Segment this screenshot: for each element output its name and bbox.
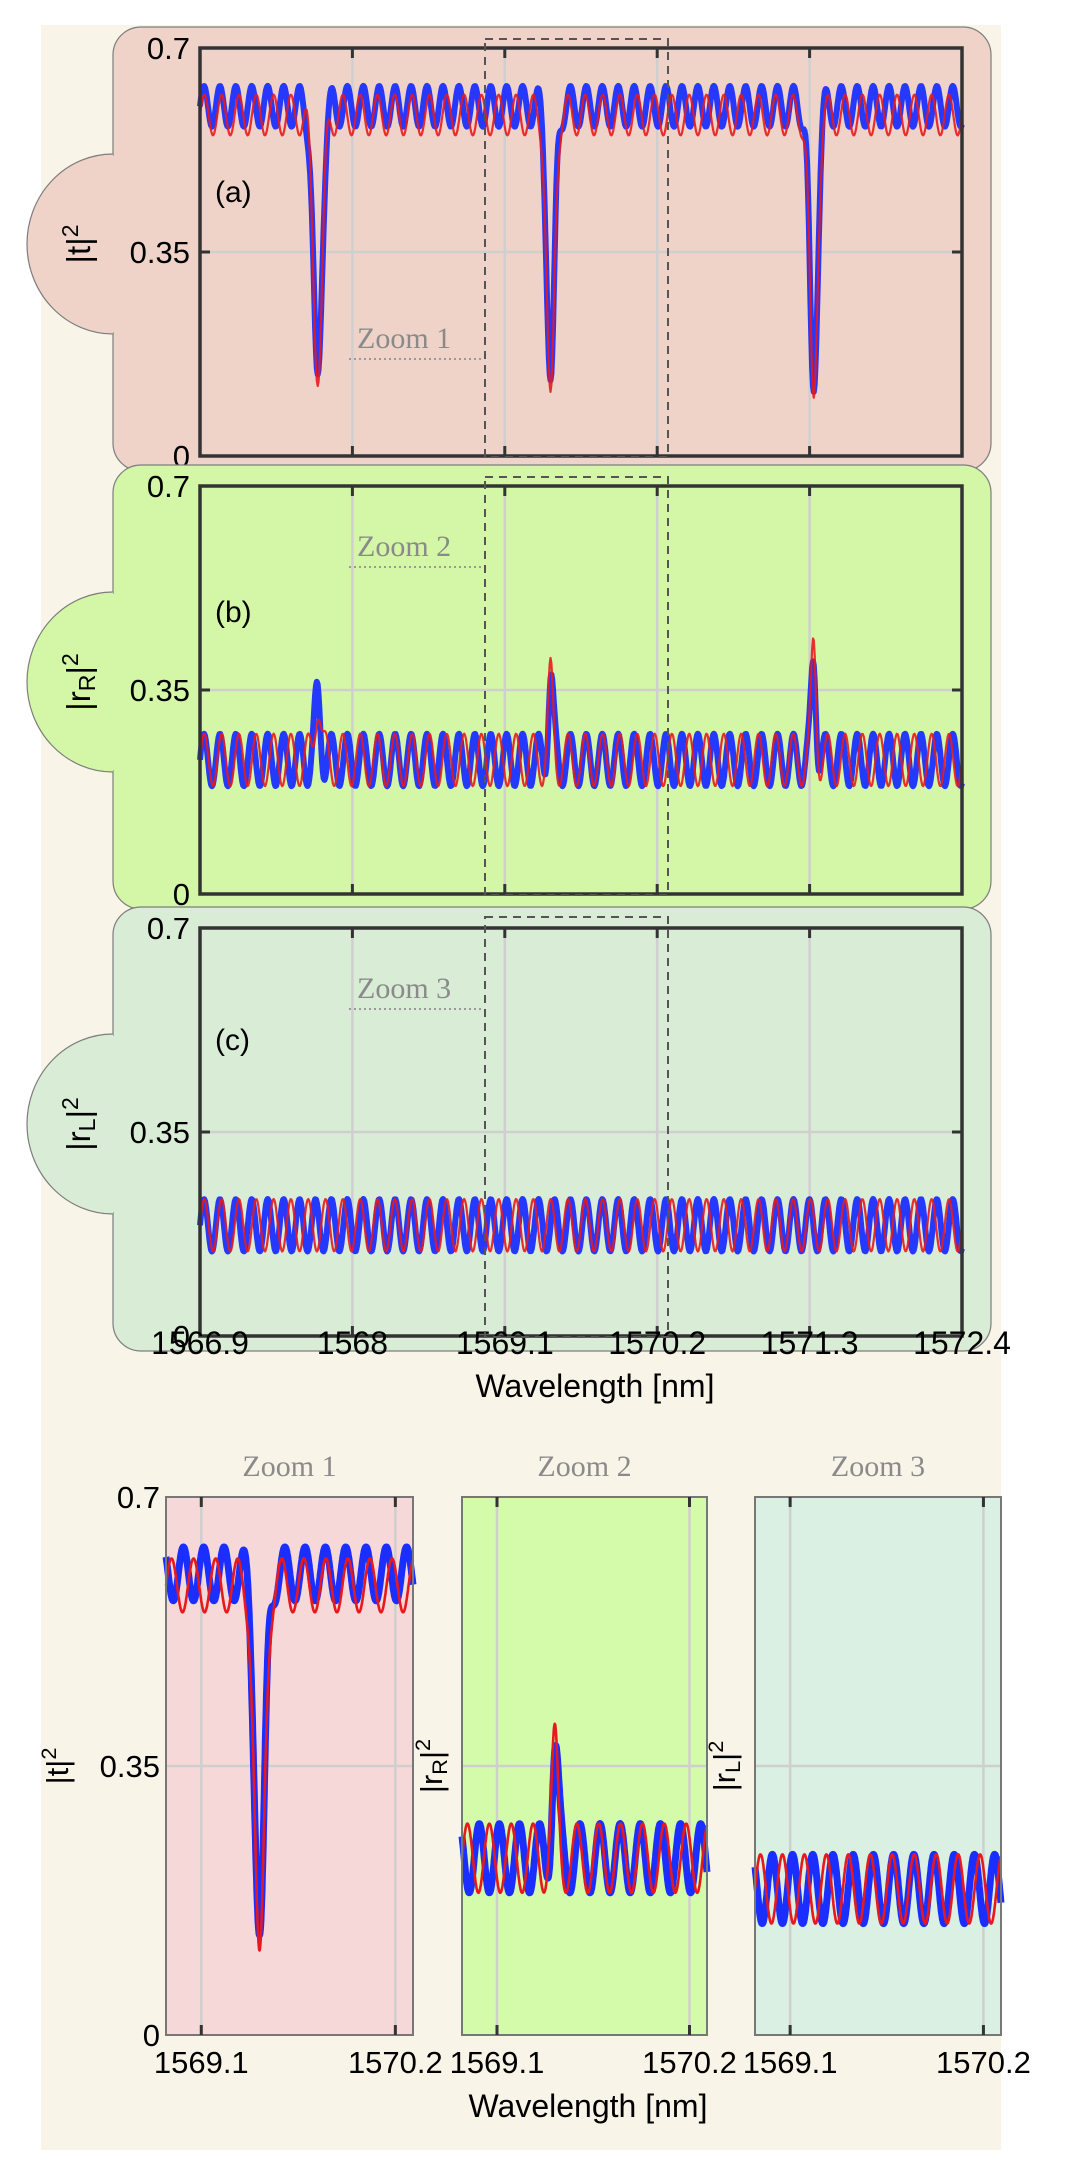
series-line-simulated	[198, 1197, 964, 1253]
series-line-simulated	[460, 1722, 709, 1895]
axes-frame	[165, 1496, 414, 2036]
main-panel-c: 0 0.35 0.7 (c) Zoom 3 |rL|2 1566.9 1568 1569.1 15…	[26, 906, 1011, 1404]
x-tick-label: 1570.2	[642, 2045, 737, 2080]
panel-label: (c)	[215, 1024, 250, 1057]
y-tick-label: 0	[173, 877, 190, 912]
zoom-title: Zoom 1	[242, 1450, 336, 1483]
x-axis-title: Wavelength [nm]	[476, 1368, 715, 1404]
ylabel-base: |r	[414, 1775, 449, 1793]
y-axis-label: |rL|2	[57, 1097, 100, 1151]
panel-tab-join	[110, 1036, 118, 1212]
ylabel-bar: |	[414, 1751, 449, 1759]
main-panel-a: 00.350.7(a)Zoom 1|t|2	[26, 26, 992, 474]
series-line-measured	[751, 1850, 1005, 1928]
x-tick-label: 1569.1	[456, 1325, 554, 1361]
ylabel-subscript: L	[74, 1118, 100, 1131]
x-tick-label: 1569.1	[154, 2045, 249, 2080]
ylabel-bar: |	[707, 1753, 742, 1761]
ylabel-superscript: 2	[57, 1097, 83, 1110]
zoom-window	[484, 916, 669, 1338]
y-tick-label: 0.35	[130, 673, 190, 708]
x-tick-label: 1572.4	[913, 1325, 1011, 1361]
zoom-title: Zoom 3	[831, 1450, 925, 1483]
y-tick-label: 0.7	[117, 1480, 160, 1515]
series-line-simulated	[753, 1853, 1003, 1925]
y-tick-label: 0.35	[100, 1749, 160, 1784]
ylabel-base: |r	[707, 1773, 742, 1791]
y-tick-label: 0.7	[147, 31, 190, 66]
ylabel-bar: |	[60, 666, 97, 675]
panel-label: (b)	[215, 596, 252, 629]
ylabel-bar: |	[60, 1110, 97, 1119]
x-tick-label: 1570.2	[936, 2045, 1031, 2080]
panel-tab-join	[110, 594, 118, 770]
y-axis-label: |t|2	[57, 224, 97, 263]
series-line-measured	[458, 1742, 711, 1897]
x-tick-label: 1569.1	[450, 2045, 545, 2080]
ylabel-base: |t|	[40, 1760, 75, 1785]
zoom-title: Zoom 2	[537, 1450, 631, 1483]
panel-tab	[26, 591, 114, 773]
axes-frame	[461, 1496, 708, 2036]
zoom-panel-3: 1569.1 1570.2 Zoom 3 |rL|2	[703, 1450, 1031, 2080]
x-axis-title: Wavelength [nm]	[469, 2088, 708, 2124]
y-tick-label: 0	[143, 2018, 160, 2053]
ylabel-base: |r	[60, 1131, 97, 1151]
ylabel-superscript: 2	[703, 1741, 728, 1753]
ylabel-subscript: R	[74, 675, 100, 692]
x-tick-label: 1570.2	[348, 2045, 443, 2080]
axes-frame	[754, 1496, 1002, 2036]
series-line-simulated	[198, 637, 964, 788]
ylabel-superscript: 2	[410, 1739, 435, 1751]
ylabel-subscript: R	[427, 1759, 452, 1775]
panel-background	[112, 906, 992, 1352]
zoom-window	[484, 38, 669, 458]
panel-tab	[26, 153, 114, 335]
zoom-label: Zoom 3	[357, 972, 451, 1005]
y-tick-label: 0.35	[130, 235, 190, 270]
main-panel-b: 0 0.35 0.7 (b) Zoom 2 |rR|2	[26, 464, 992, 912]
ylabel-subscript: L	[720, 1761, 745, 1773]
ylabel-superscript: 2	[36, 1748, 61, 1760]
panel-tab	[26, 1033, 114, 1215]
panel-label: (a)	[215, 176, 252, 209]
y-axis-label: |rL|2	[703, 1741, 745, 1792]
x-tick-label: 1569.1	[743, 2045, 838, 2080]
y-axis-label: |t|2	[36, 1748, 75, 1785]
x-tick-label: 1566.9	[151, 1325, 249, 1361]
ylabel-base: |r	[60, 691, 97, 711]
series-line-simulated	[198, 93, 964, 399]
zoom-window	[484, 476, 669, 896]
y-axis-label: |rR|2	[57, 653, 100, 711]
y-tick-label: 0.35	[130, 1115, 190, 1150]
x-tick-label: 1571.3	[761, 1325, 859, 1361]
x-tick-label: 1568	[317, 1325, 388, 1361]
series-line-simulated	[164, 1557, 415, 1952]
ylabel-superscript: 2	[57, 653, 83, 666]
zoom-label: Zoom 1	[357, 322, 451, 355]
x-tick-label: 1570.2	[608, 1325, 706, 1361]
zoom-label: Zoom 2	[357, 530, 451, 563]
series-line-measured	[162, 1543, 417, 1939]
ylabel-base: |t|	[60, 237, 97, 263]
y-tick-label: 0	[173, 1319, 190, 1354]
panel-tab-join	[110, 156, 118, 332]
y-axis-label: |rR|2	[410, 1739, 452, 1793]
y-tick-label: 0.7	[147, 469, 190, 504]
y-tick-label: 0.7	[147, 911, 190, 946]
ylabel-superscript: 2	[57, 224, 83, 237]
